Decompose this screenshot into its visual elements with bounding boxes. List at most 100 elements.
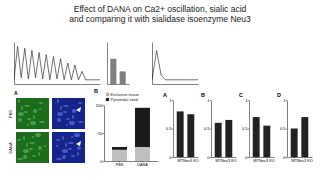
tick-mark: [103, 161, 104, 162]
slide: Effect of DANA on Ca2+ oscillation, sial…: [0, 0, 320, 180]
cell-spot: [24, 105, 30, 107]
tick-label: DANA: [137, 163, 148, 167]
cell-spot: [21, 106, 23, 110]
axis-line: [108, 84, 130, 85]
chart: 050100PBSDANABExclusive tissuePyramidal …: [94, 88, 159, 167]
cell-spot: [27, 124, 29, 126]
tick: 50: [98, 131, 104, 136]
row-label: PBS: [8, 110, 13, 118]
marks: [291, 117, 309, 157]
tick-label: PBS: [116, 163, 124, 167]
chart: [152, 43, 199, 85]
cell-spot: [68, 142, 74, 144]
cell-spot: [68, 148, 72, 150]
plot-area: 00.51WTNeu3 KO: [204, 98, 237, 163]
cell-spot: [56, 145, 58, 147]
cell-spot: [23, 155, 27, 159]
axis-line: [15, 84, 101, 85]
chart: 00.51WTNeu3 KOD: [277, 92, 313, 163]
bar-segment: [112, 150, 127, 161]
axis-line: [14, 43, 15, 85]
tick: 0.5: [242, 126, 249, 131]
bar: [177, 111, 184, 157]
panel-label: B: [201, 92, 205, 98]
marks: [215, 120, 233, 157]
cell-spot: [23, 149, 29, 153]
cell-spot: [62, 136, 64, 140]
tick-label: 0: [207, 155, 210, 160]
cell-spot: [78, 102, 82, 104]
cell-spot: [77, 152, 79, 156]
bar: [187, 114, 194, 157]
tick-label: 0.5: [166, 126, 172, 131]
cell-spot: [39, 102, 43, 104]
micrograph: [16, 132, 49, 163]
x-axis: [15, 84, 101, 85]
y-axis: [107, 43, 108, 85]
cell-spot: [38, 146, 42, 150]
row-label: DANA: [8, 142, 13, 153]
marks: [112, 108, 150, 161]
y-axis: 0 50 100: [96, 103, 105, 164]
bar: [263, 126, 270, 157]
tick: 100: [96, 103, 104, 108]
tick: DANA: [137, 161, 148, 167]
panel-label: B: [94, 88, 98, 94]
bar-segment: [135, 147, 150, 161]
x-axis: PBS DANA: [105, 161, 159, 167]
panel-label: D: [277, 92, 281, 98]
cell-spot: [39, 121, 45, 123]
legend-label: Pyramidal sited: [111, 97, 138, 102]
chart: 00.51WTNeu3 KOB: [201, 92, 237, 163]
x-axis: WTNeu3 KO: [174, 157, 199, 163]
micrograph: [52, 132, 85, 163]
cell-spot: [18, 118, 22, 122]
arrowhead: [76, 141, 81, 146]
cell-spot: [72, 115, 74, 119]
cell-spot: [26, 143, 28, 147]
y-axis: [152, 43, 153, 85]
x-axis: [153, 84, 199, 85]
tick: 0.5: [204, 126, 211, 131]
marks: [110, 59, 125, 84]
image-panel: APBSDANA: [8, 90, 85, 163]
axis-line: [105, 161, 159, 162]
cell-spot: [17, 158, 23, 160]
marks: [253, 117, 271, 157]
tick: 0: [283, 155, 287, 160]
cell-spot: [33, 115, 35, 119]
legend-swatch: [106, 93, 109, 96]
cell-spot: [35, 133, 41, 137]
cell-spot: [29, 142, 35, 144]
tick: 0: [169, 155, 173, 160]
y-axis: 00.51: [204, 98, 212, 160]
cell-spot: [38, 152, 40, 156]
cell-spot: [29, 148, 33, 150]
tick: 0: [100, 159, 104, 164]
cell-spot: [27, 118, 31, 120]
panel-label: C: [239, 92, 243, 98]
tick-label: 0: [245, 155, 248, 160]
axis-line: [249, 101, 250, 158]
y-axis: [14, 43, 15, 85]
cell-spot: [56, 139, 60, 141]
plot-area: 0 0.5 1 WTNeu3 KO: [166, 98, 199, 163]
slide-title: Effect of DANA on Ca2+ oscillation, sial…: [69, 4, 251, 24]
tick-label: Neu3 KO: [221, 159, 237, 163]
tick-label: 1: [169, 98, 172, 103]
axis-line: [152, 43, 153, 85]
bar: [120, 71, 126, 84]
bar: [225, 120, 232, 157]
chart: [14, 43, 101, 85]
cell-spot: [39, 108, 41, 110]
axis-line: [287, 101, 288, 158]
plot-area: 0 50 100 PBS DANA: [96, 103, 159, 167]
cell-spot: [18, 112, 24, 116]
tick-mark: [286, 157, 287, 158]
cell-spot: [32, 155, 36, 157]
tick-mark: [286, 129, 287, 130]
tick-mark: [286, 100, 287, 101]
tick-mark: [172, 129, 173, 130]
tick-mark: [172, 157, 173, 158]
cell-spot: [77, 146, 81, 150]
